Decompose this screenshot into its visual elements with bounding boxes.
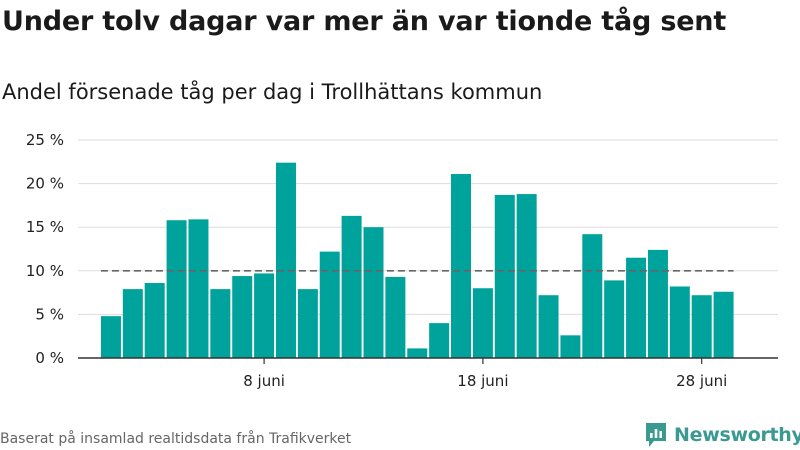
bar [385, 276, 406, 358]
bar [254, 273, 275, 358]
bar [647, 249, 668, 358]
bar [297, 289, 318, 358]
bar [472, 288, 493, 358]
bar [538, 295, 559, 358]
bar [669, 286, 690, 358]
chart-subtitle: Andel försenade tåg per dag i Trollhätta… [2, 80, 543, 104]
bar [429, 323, 450, 358]
x-tick-label: 8 juni [243, 372, 285, 390]
bar-chart: 0 % 5 % 10 % 15 % 20 % 25 % 8 juni 18 juni 28 ju… [26, 131, 778, 390]
bar [560, 335, 581, 358]
source-note: Baserat på insamlad realtidsdata från Tr… [0, 431, 352, 447]
newsworthy-logo-icon [646, 423, 666, 447]
y-tick-label: 20 % [26, 175, 64, 193]
bar [341, 215, 362, 358]
bar [275, 162, 296, 358]
bar [144, 283, 165, 358]
bar [210, 289, 231, 358]
bar [494, 194, 515, 358]
y-tick-label: 5 % [35, 305, 64, 323]
bar [604, 280, 625, 358]
bar [100, 316, 121, 358]
y-tick-label: 0 % [35, 349, 64, 367]
chart-title: Under tolv dagar var mer än var tionde t… [2, 6, 727, 37]
bar [407, 348, 428, 358]
y-tick-label: 25 % [26, 131, 64, 149]
bar [713, 291, 734, 358]
bar [232, 276, 253, 358]
bar [582, 234, 603, 358]
y-tick-label: 10 % [26, 262, 64, 280]
bar [188, 219, 209, 358]
y-tick-label: 15 % [26, 218, 64, 236]
bar [319, 251, 340, 358]
brand-logo[interactable]: Newsworthy [644, 420, 800, 450]
bar [691, 295, 712, 358]
brand-name: Newsworthy [674, 424, 800, 446]
bar [626, 257, 647, 358]
bar [451, 174, 472, 358]
bar [166, 220, 187, 358]
x-tick-label: 18 juni [457, 372, 508, 390]
bar [363, 227, 384, 358]
x-tick-label: 28 juni [676, 372, 727, 390]
bar [516, 194, 537, 358]
bar [122, 289, 143, 358]
